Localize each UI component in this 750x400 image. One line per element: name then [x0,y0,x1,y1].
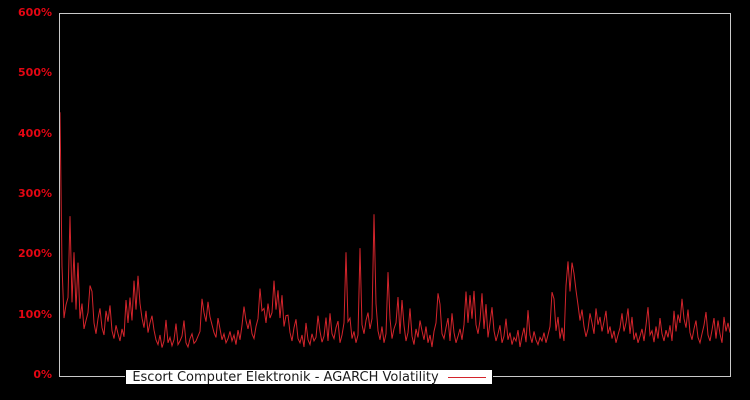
legend-label: Escort Computer Elektronik - AGARCH Vola… [132,369,439,385]
legend: Escort Computer Elektronik - AGARCH Vola… [125,369,493,385]
y-axis-tick-label: 500% [18,66,52,80]
plot-area: Escort Computer Elektronik - AGARCH Vola… [59,13,731,385]
y-axis-tick-label: 600% [18,6,52,19]
y-axis-tick-label: 0% [33,368,52,381]
y-axis-tick-label: 400% [18,126,52,140]
y-axis-tick-label: 300% [18,187,52,200]
red-line-sample-icon [447,376,486,378]
agarch-volatility-line [60,112,730,349]
y-axis-tick-label: 200% [18,247,52,261]
y-axis-tick-label: 100% [18,307,52,321]
volatility-line-chart [60,112,730,349]
